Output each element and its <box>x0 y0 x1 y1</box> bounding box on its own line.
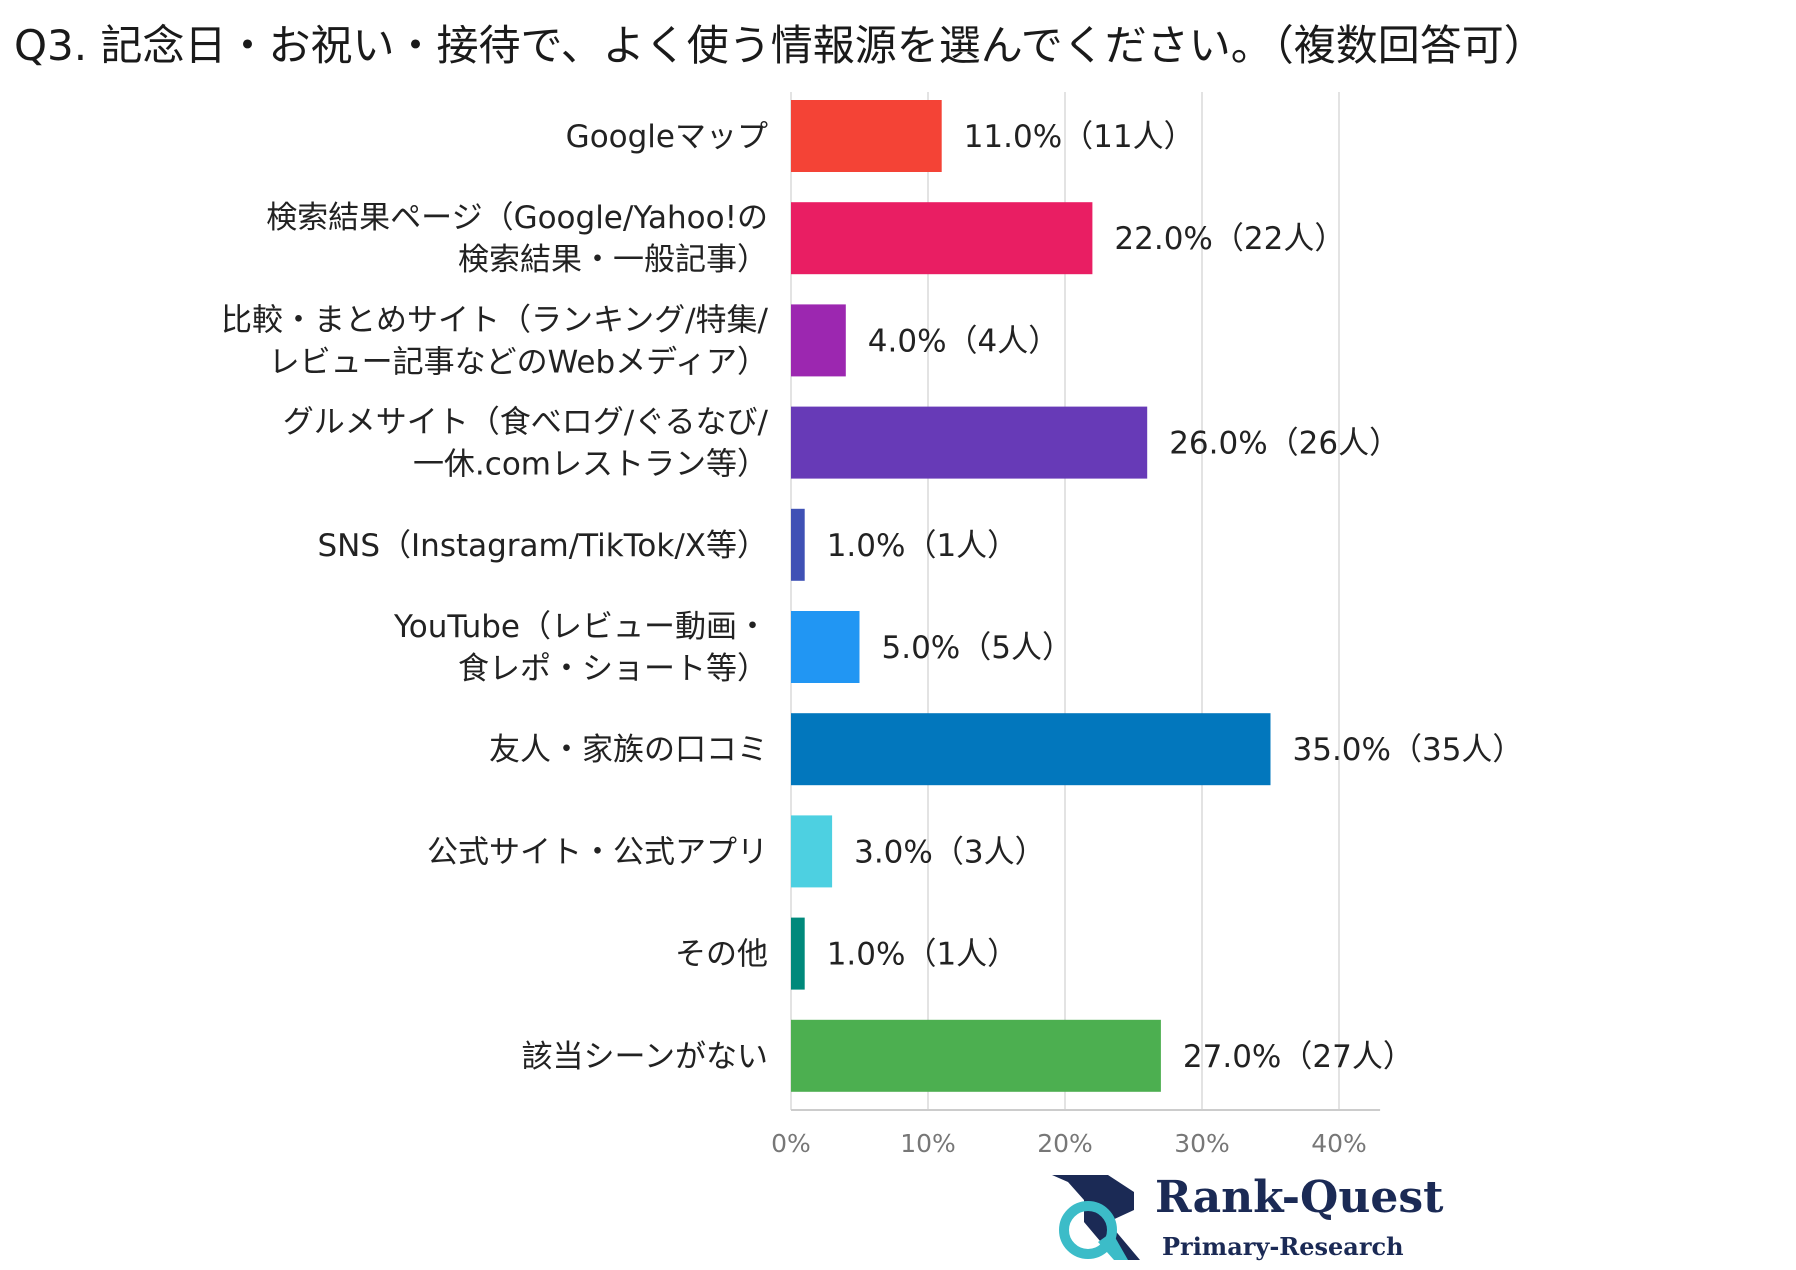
x-tick-label: 20% <box>1037 1129 1093 1158</box>
value-label: 22.0%（22人） <box>1114 221 1345 257</box>
value-labels: 11.0%（11人） 22.0%（22人） 4.0%（4人） 26.0%（26人） 1.… <box>827 119 1524 1075</box>
x-tick-label: 10% <box>900 1129 956 1158</box>
bar <box>791 611 860 683</box>
value-label: 35.0%（35人） <box>1293 732 1524 768</box>
x-tick-label: 0% <box>771 1129 811 1158</box>
category-label: 公式サイト・公式アプリ <box>427 834 768 870</box>
bar-chart: Googleマップ検索結果ページ（Google/Yahoo!の検索結果・一般記事… <box>221 92 1524 1158</box>
bar <box>791 713 1271 786</box>
value-label: 27.0%（27人） <box>1183 1039 1414 1075</box>
value-label: 11.0%（11人） <box>964 119 1195 155</box>
logo-name: Rank-Quest <box>1155 1172 1444 1223</box>
category-label: 該当シーンがない <box>522 1039 768 1075</box>
category-label: 一休.comレストラン等） <box>413 447 768 483</box>
category-label: 比較・まとめサイト（ランキング/特集/ <box>221 302 769 338</box>
x-tick-label: 30% <box>1174 1129 1230 1158</box>
category-label: 検索結果・一般記事） <box>458 242 768 278</box>
category-label: その他 <box>675 937 768 973</box>
category-label: SNS（Instagram/TikTok/X等） <box>317 528 768 564</box>
chart-title: Q3. 記念日・お祝い・接待で、よく使う情報源を選んでください。（複数回答可） <box>14 21 1546 70</box>
category-label: レビュー記事などのWebメディア） <box>269 344 768 380</box>
bar <box>791 815 833 888</box>
bar <box>791 304 846 377</box>
value-label: 26.0%（26人） <box>1169 426 1400 462</box>
category-labels: Googleマップ検索結果ページ（Google/Yahoo!の検索結果・一般記事… <box>221 119 769 1075</box>
bar <box>791 406 1148 479</box>
bar <box>791 917 805 990</box>
value-label: 1.0%（1人） <box>827 528 1018 564</box>
bar <box>791 202 1093 275</box>
bar <box>791 100 942 172</box>
x-tick-label: 40% <box>1311 1129 1367 1158</box>
value-label: 4.0%（4人） <box>868 323 1059 359</box>
bar <box>791 1019 1161 1092</box>
value-label: 3.0%（3人） <box>854 834 1045 870</box>
x-tick-labels: 0% 10% 20% 30% 40% <box>771 1129 1367 1158</box>
category-label: YouTube（レビュー動画・ <box>393 609 768 645</box>
bar <box>791 508 805 581</box>
value-label: 1.0%（1人） <box>827 937 1018 973</box>
bars-group <box>791 100 1271 1092</box>
rank-quest-logo-mark <box>1052 1175 1140 1260</box>
category-label: Googleマップ <box>566 119 768 155</box>
category-label: 友人・家族の口コミ <box>489 732 768 768</box>
logo-subtitle: Primary-Research <box>1162 1232 1404 1261</box>
category-label: 食レポ・ショート等） <box>458 651 768 687</box>
value-label: 5.0%（5人） <box>882 630 1073 666</box>
rank-quest-logo: Rank-Quest Primary-Research <box>1050 1170 1450 1265</box>
category-label: グルメサイト（食べログ/ぐるなび/ <box>283 405 769 441</box>
category-label: 検索結果ページ（Google/Yahoo!の <box>266 200 768 236</box>
